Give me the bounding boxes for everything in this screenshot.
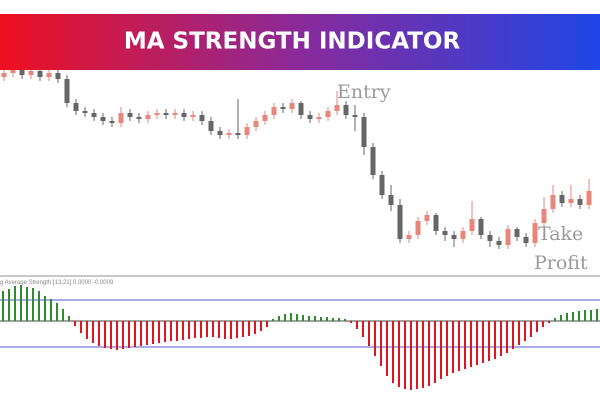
- candle-body: [199, 115, 205, 121]
- candle-body: [568, 199, 574, 203]
- candle-body: [37, 71, 43, 77]
- annotation: Take: [538, 223, 583, 245]
- candle-body: [226, 133, 232, 135]
- price-panel: [1, 65, 592, 249]
- candle-body: [577, 199, 583, 205]
- candle-body: [460, 231, 466, 239]
- candle-body: [532, 223, 538, 243]
- candle-body: [325, 111, 331, 117]
- candle-body: [28, 71, 34, 75]
- candle-body: [550, 195, 556, 209]
- candle-body: [379, 175, 385, 195]
- candle-body: [100, 117, 106, 121]
- candle-body: [73, 103, 79, 111]
- candle-body: [46, 73, 52, 77]
- candle-body: [541, 209, 547, 223]
- annotation: Entry: [337, 81, 391, 103]
- candle-body: [307, 115, 313, 119]
- candle-body: [19, 69, 25, 75]
- banner: [0, 14, 600, 70]
- candle-body: [523, 237, 529, 243]
- candle-body: [298, 103, 304, 115]
- candle-body: [496, 241, 502, 245]
- candle-body: [109, 121, 115, 123]
- candle-body: [586, 191, 592, 205]
- candle-body: [397, 205, 403, 239]
- candle-body: [487, 235, 493, 241]
- candle-body: [10, 69, 16, 73]
- indicator-label: Moving Average Strength [13,21] 0.0000 -…: [0, 280, 114, 286]
- candle-body: [190, 115, 196, 117]
- banner-title: MA STRENGTH INDICATOR: [124, 29, 461, 55]
- annotation: Profit: [534, 252, 588, 274]
- candle-body: [118, 113, 124, 123]
- candle-body: [388, 195, 394, 205]
- candle-body: [469, 219, 475, 231]
- candle-body: [1, 73, 7, 77]
- candle-body: [505, 229, 511, 245]
- candle-body: [442, 231, 448, 235]
- candle-body: [181, 113, 187, 117]
- candle-body: [406, 235, 412, 239]
- candle-body: [559, 195, 565, 203]
- candle-body: [433, 215, 439, 231]
- candle-body: [424, 215, 430, 221]
- candle-body: [316, 117, 322, 119]
- candle-body: [244, 127, 250, 135]
- candle-body: [82, 111, 88, 113]
- candle-body: [415, 221, 421, 235]
- candle-body: [127, 113, 133, 117]
- candle-body: [334, 105, 340, 111]
- candle-body: [361, 117, 367, 147]
- candle-body: [451, 235, 457, 239]
- candle-body: [514, 229, 520, 237]
- candle-body: [343, 105, 349, 115]
- candle-body: [154, 113, 160, 115]
- candle-body: [289, 103, 295, 109]
- banner-top-strip: [0, 0, 600, 14]
- candle-body: [478, 219, 484, 235]
- candle-body: [145, 115, 151, 119]
- candle-body: [262, 115, 268, 121]
- candle-body: [370, 147, 376, 175]
- candle-body: [172, 113, 178, 115]
- candle-body: [208, 121, 214, 131]
- candle-body: [136, 117, 142, 119]
- candle-body: [280, 107, 286, 109]
- candle-body: [64, 79, 70, 103]
- candle-body: [271, 107, 277, 115]
- candle-body: [235, 133, 241, 135]
- candle-body: [217, 131, 223, 135]
- candle-body: [253, 121, 259, 127]
- indicator-panel: Moving Average Strength [13,21] 0.0000 -…: [0, 280, 600, 390]
- candle-body: [163, 113, 169, 115]
- candle-body: [352, 115, 358, 117]
- candle-body: [55, 73, 61, 79]
- candle-body: [91, 113, 97, 117]
